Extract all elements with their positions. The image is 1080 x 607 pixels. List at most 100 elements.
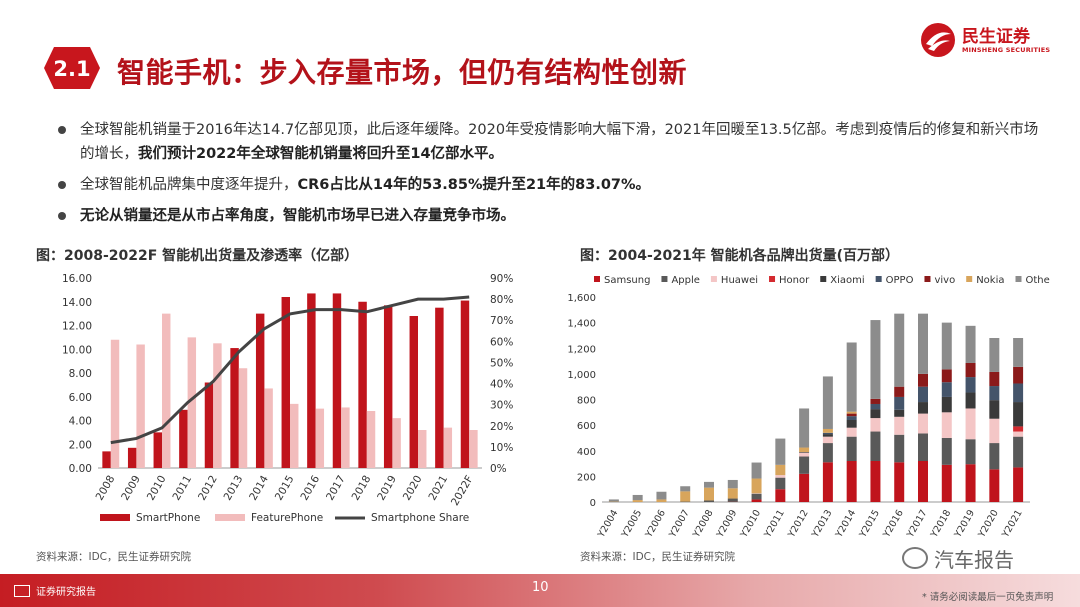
y2-tick-label: 20%: [490, 421, 513, 433]
bar-smartphone: [383, 305, 393, 468]
x-tick-label: 2021: [426, 474, 450, 503]
bar-segment-others: [822, 376, 833, 429]
bar-segment-huawei: [894, 416, 905, 435]
bar-smartphone: [179, 409, 188, 468]
bar-segment-apple: [1013, 436, 1024, 468]
x-tick-label: Y2018: [928, 508, 953, 540]
section-badge: 2.1: [44, 47, 100, 89]
y-tick-label: 14.00: [62, 297, 92, 309]
bar-segment-nokia: [704, 487, 714, 501]
y2-tick-label: 50%: [490, 357, 513, 369]
bar-featurephone: [162, 313, 171, 468]
legend-featurephone: FeaturePhone: [251, 512, 323, 524]
y2-tick-label: 60%: [490, 336, 513, 348]
x-tick-label: 2018: [350, 474, 374, 503]
bar-segment-oppo: [918, 386, 928, 403]
x-tick-label: Y2015: [857, 508, 882, 540]
bar-segment-oppo: [846, 416, 857, 420]
bar-segment-apple: [822, 443, 833, 463]
bar-segment-others: [799, 408, 810, 448]
x-tick-label: Y2019: [952, 508, 977, 540]
bar-segment-huawei: [870, 418, 881, 432]
bar-segment-huawei: [965, 408, 976, 440]
bar-segment-nokia: [822, 428, 833, 433]
x-tick-label: Y2013: [809, 508, 834, 540]
bar-segment-others: [632, 494, 643, 501]
bar-featurephone: [213, 343, 222, 468]
x-tick-label: 2015: [273, 474, 297, 503]
logo-mark-icon: [921, 23, 955, 57]
x-tick-label: 2017: [324, 474, 348, 503]
bar-segment-xiaomi: [1013, 402, 1024, 427]
chart-left-source: 资料来源：IDC，民生证券研究院: [36, 551, 192, 563]
bar-segment-samsung: [1013, 467, 1024, 502]
bar-segment-huawei: [989, 418, 1000, 444]
y2-tick-label: 30%: [490, 400, 513, 412]
bar-segment-others: [608, 499, 619, 502]
bar-smartphone: [460, 300, 470, 468]
bar-segment-samsung: [894, 462, 905, 502]
legend-swatch-smartphone: [100, 514, 130, 521]
bar-smartphone: [281, 297, 290, 468]
bar-segment-vivo: [965, 362, 976, 378]
bar-segment-nokia: [656, 499, 667, 502]
x-tick-label: 2014: [247, 473, 271, 502]
bar-segment-vivo: [894, 386, 905, 397]
y-tick-label: 0.00: [69, 463, 92, 475]
x-tick-label: Y2012: [786, 508, 811, 540]
bar-featurephone: [315, 408, 325, 468]
bar-smartphone: [307, 293, 316, 468]
x-tick-label: Y2014: [833, 508, 858, 540]
bar-segment-others: [941, 322, 952, 370]
bar-featurephone: [341, 407, 350, 468]
bar-featurephone: [187, 337, 197, 468]
x-tick-label: 2013: [222, 474, 246, 503]
logo-en: MINSHENG SECURITIES: [962, 46, 1051, 54]
bullet-list: 全球智能机销量于2016年达14.7亿部见顶，此后逐年缓降。2020年受疫情影响…: [58, 118, 1048, 235]
x-tick-label: Y2020: [976, 508, 1001, 540]
bar-segment-others: [680, 486, 691, 492]
y-tick-label: 800: [577, 396, 596, 407]
bar-segment-others: [894, 313, 905, 387]
y-tick-label: 10.00: [62, 344, 92, 356]
bar-featurephone: [469, 430, 478, 468]
legend-swatch-others: [1015, 276, 1022, 282]
legend-swatch-honor: [769, 276, 776, 282]
bar-segment-vivo: [870, 398, 881, 404]
bar-segment-xiaomi: [965, 392, 976, 409]
bar-segment-samsung: [870, 461, 881, 502]
legend-swatch-apple: [661, 276, 668, 282]
company-logo: 民生证券 MINSHENG SECURITIES: [918, 20, 1058, 60]
bar-segment-apple: [918, 433, 928, 461]
bar-smartphone: [153, 432, 162, 468]
disclaimer: * 请务必阅读最后一页免责声明: [922, 592, 1054, 603]
footer-bar: [0, 574, 1080, 607]
bar-segment-samsung: [918, 461, 928, 502]
legend-others: Others: [1026, 275, 1051, 286]
bar-segment-xiaomi: [822, 434, 833, 437]
bar-segment-samsung: [989, 469, 1000, 502]
bar-segment-huawei: [775, 475, 786, 478]
y-tick-label: 1,600: [567, 293, 596, 304]
x-tick-label: Y2010: [738, 508, 763, 540]
bar-smartphone: [332, 293, 342, 468]
legend-xiaomi: Xiaomi: [830, 275, 864, 286]
book-icon: [14, 585, 30, 597]
bullet-item: 无论从销量还是从市占率角度，智能机市场早已进入存量竞争市场。: [58, 204, 1048, 228]
legend-honor: Honor: [779, 275, 810, 286]
bar-segment-xiaomi: [894, 409, 905, 417]
legend-apple: Apple: [671, 275, 699, 286]
bar-segment-apple: [799, 456, 810, 474]
y-tick-label: 600: [577, 421, 596, 432]
x-tick-label: Y2017: [905, 508, 930, 540]
y-tick-label: 400: [577, 447, 596, 458]
y2-tick-label: 10%: [490, 442, 513, 454]
y-tick-label: 1,200: [567, 344, 596, 355]
y-tick-label: 16.00: [62, 273, 92, 285]
bar-segment-others: [870, 320, 881, 399]
bar-smartphone: [204, 382, 214, 468]
x-tick-label: 2016: [298, 473, 322, 502]
bar-segment-nokia: [727, 488, 738, 499]
y2-tick-label: 90%: [490, 273, 513, 285]
